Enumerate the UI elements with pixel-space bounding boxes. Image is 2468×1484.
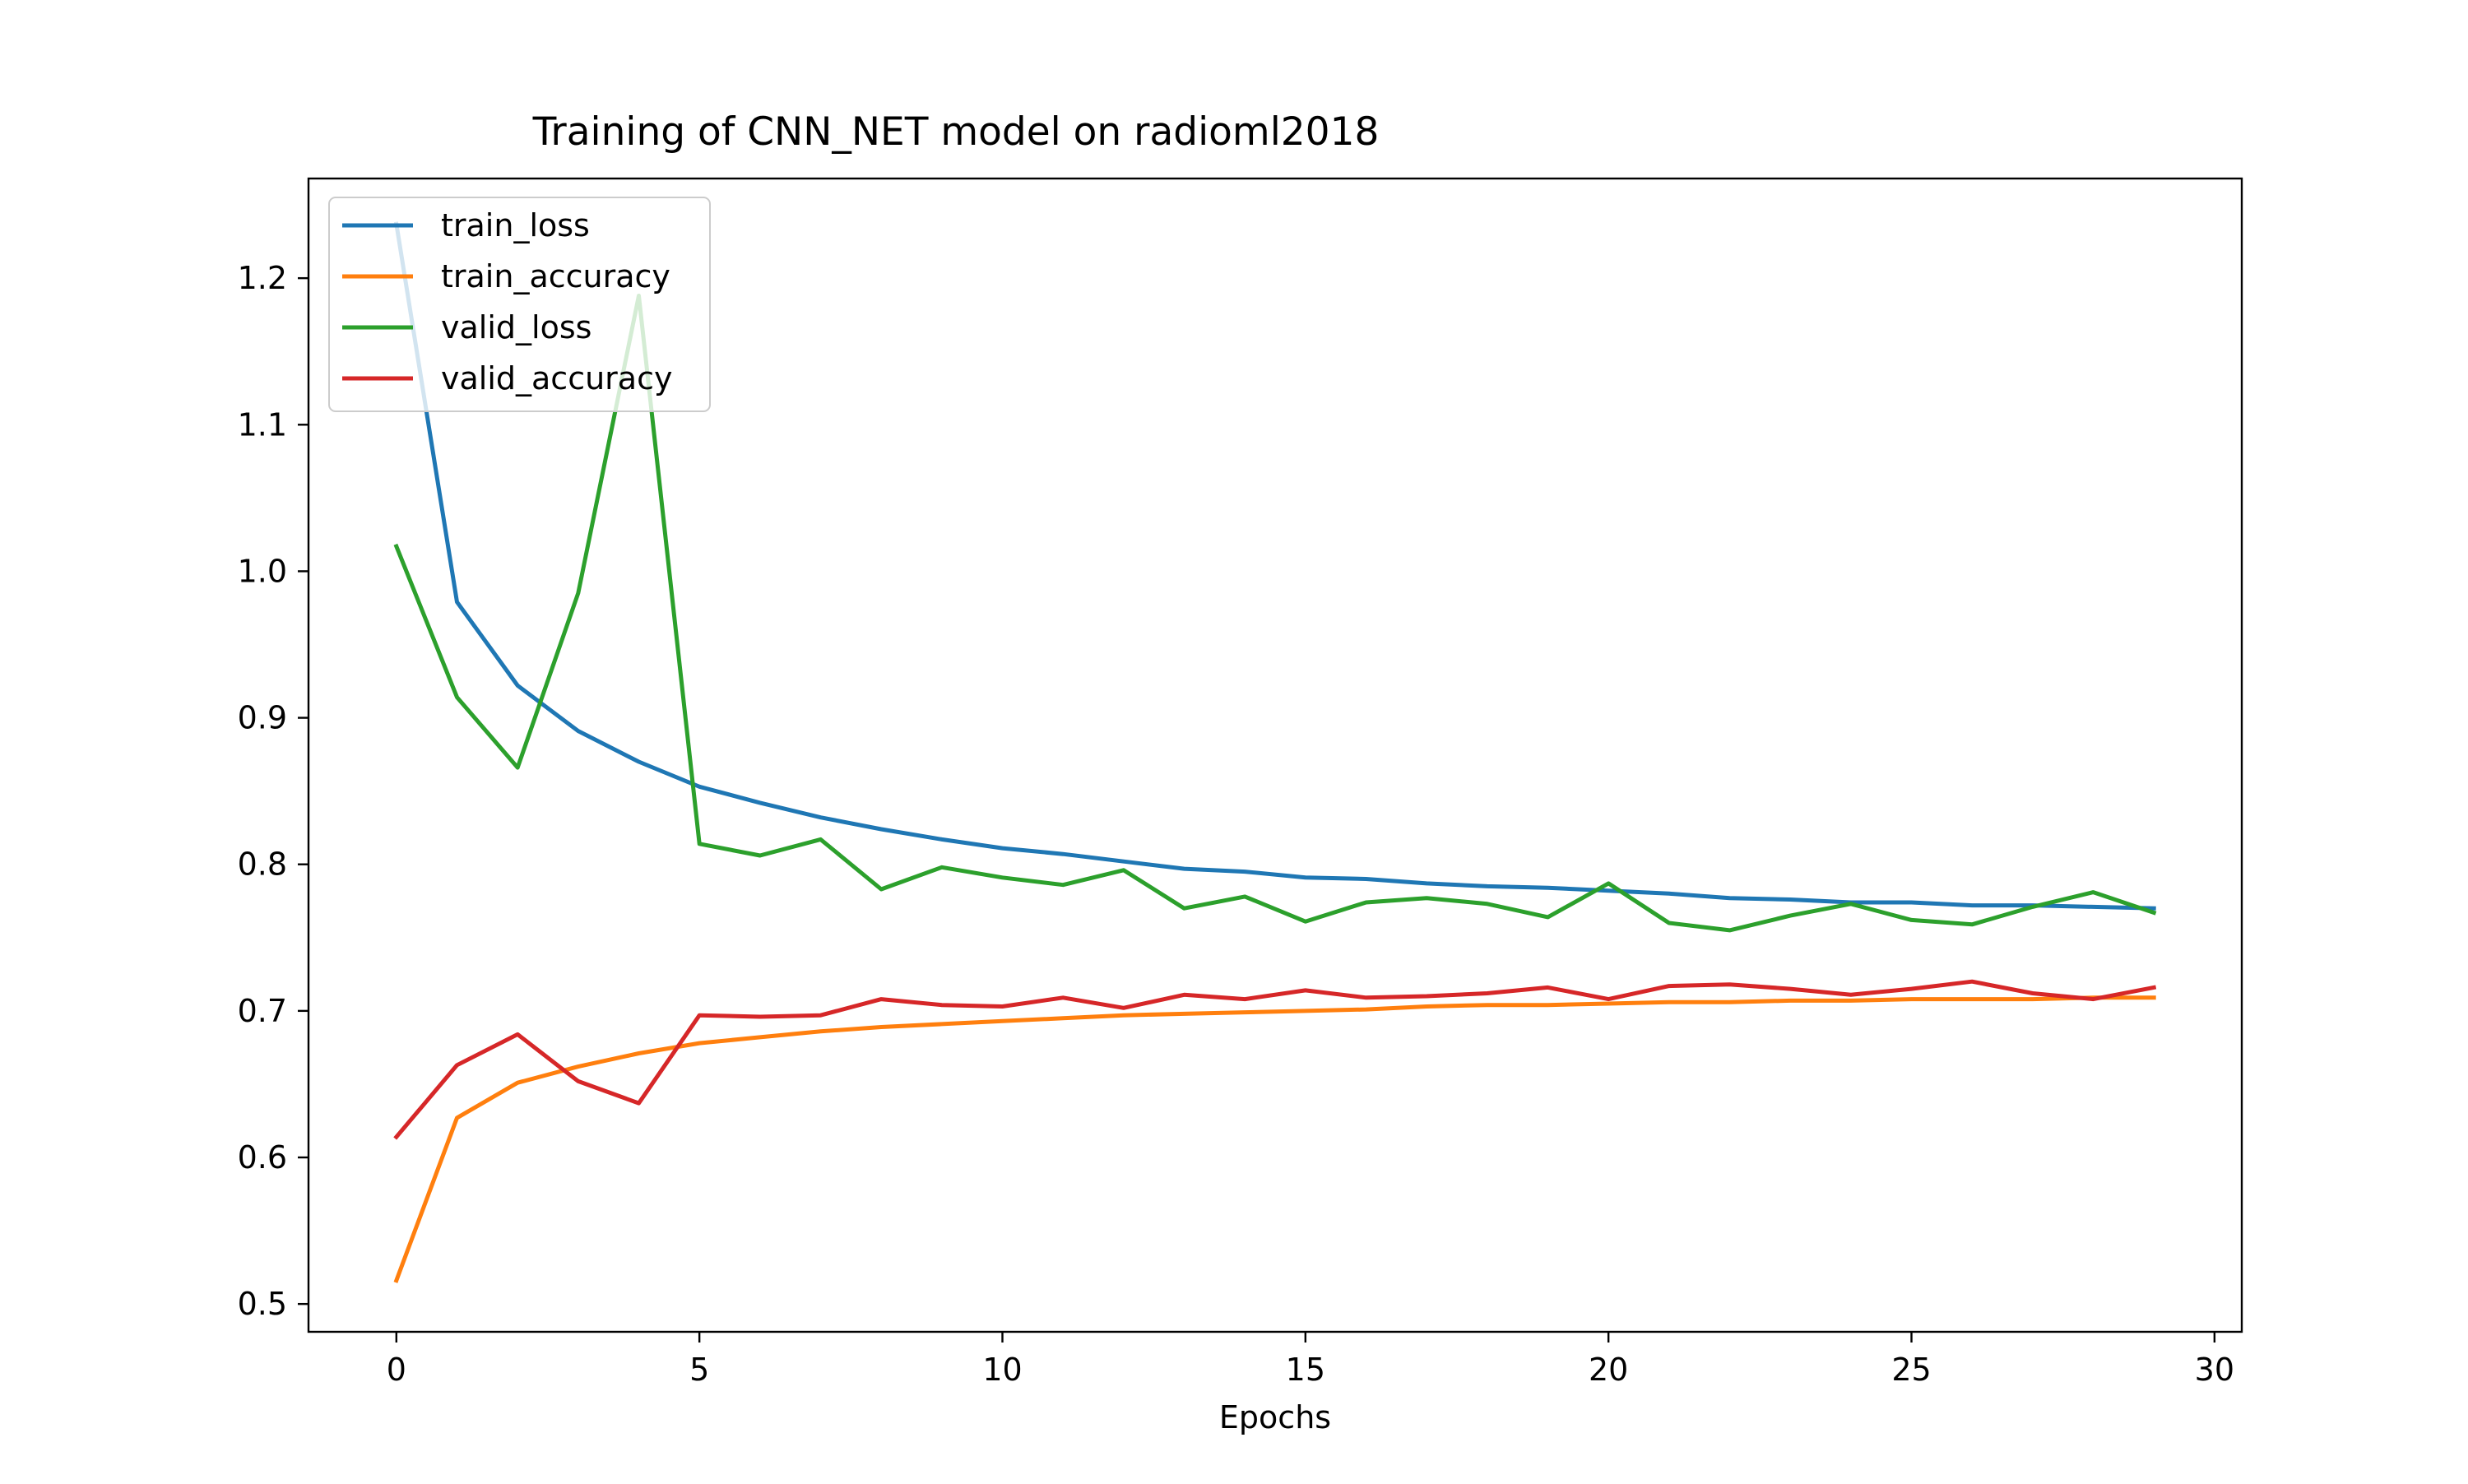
x-tick-label: 15: [1286, 1352, 1325, 1388]
series-line-valid-accuracy: [393, 979, 2157, 1140]
x-axis-label: Epochs: [1219, 1399, 1331, 1435]
y-tick-label: 0.5: [238, 1286, 287, 1322]
x-tick-label: 10: [982, 1352, 1022, 1388]
legend-label-valid-loss: valid_loss: [441, 309, 591, 345]
y-tick-label: 0.8: [238, 846, 287, 883]
x-tick-label: 20: [1589, 1352, 1628, 1388]
y-tick-label: 0.7: [238, 993, 287, 1029]
legend-label-train-accuracy: train_accuracy: [441, 258, 670, 294]
y-tick-label: 0.9: [238, 700, 287, 736]
series-line-train-loss: [393, 221, 2156, 911]
x-axis: 0 5 10 15 20 25 30: [387, 1332, 2234, 1388]
legend-frame: [328, 197, 711, 412]
y-tick-label: 1.1: [238, 406, 287, 443]
x-tick-label: 0: [387, 1352, 406, 1388]
x-tick-label: 5: [689, 1352, 709, 1388]
y-tick-label: 0.6: [238, 1139, 287, 1176]
y-tick-label: 1.2: [238, 260, 287, 296]
x-tick-label: 30: [2195, 1352, 2234, 1388]
y-axis: 0.5 0.6 0.7 0.8 0.9 1.0 1.1 1.2: [238, 260, 308, 1322]
chart-title: Training of CNN_NET model on radioml2018: [532, 109, 1380, 155]
y-tick-label: 1.0: [238, 553, 287, 589]
series-line-valid-loss: [393, 294, 2157, 933]
series-layer: [393, 221, 2157, 1283]
legend-label-valid-accuracy: valid_accuracy: [441, 360, 672, 397]
x-tick-label: 25: [1891, 1352, 1931, 1388]
legend: train_loss train_accuracy valid_loss valid_…: [328, 197, 711, 412]
series-line-train-accuracy: [393, 995, 2156, 1283]
legend-label-train-loss: train_loss: [441, 207, 590, 243]
plot-area-frame: [307, 177, 2243, 1333]
